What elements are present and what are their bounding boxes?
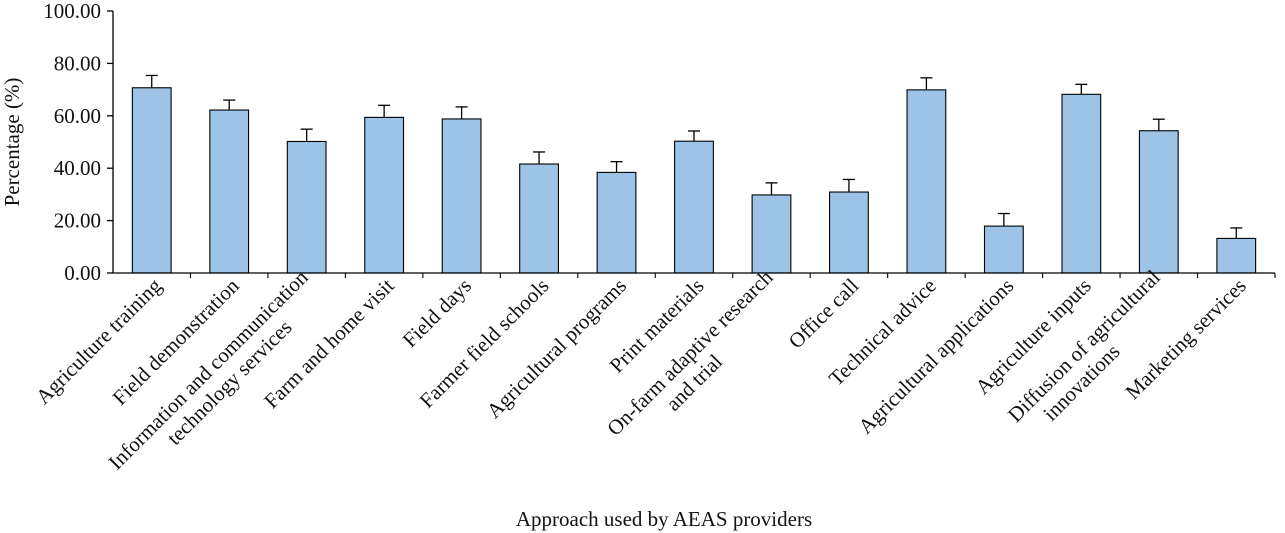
bar: [1216, 237, 1257, 274]
bar: [596, 171, 637, 274]
bar: [519, 163, 559, 274]
bar: [441, 118, 482, 274]
category-label: Field days: [398, 274, 476, 352]
bar: [751, 194, 792, 274]
category-label-line: Field days: [398, 274, 476, 352]
category-label-line: Office call: [784, 273, 864, 353]
y-tick-label: 20.00: [54, 209, 101, 233]
x-axis-title: Approach used by AEAS providers: [516, 507, 812, 531]
y-tick-label: 60.00: [54, 104, 101, 128]
bar: [829, 191, 869, 274]
category-label: Farmer field schools: [415, 274, 554, 413]
category-label-line: Agricultural applications: [853, 274, 1018, 439]
bar: [286, 140, 327, 274]
y-axis-ticks: 0.00 20.00 40.00 60.00 80.00 100.00: [43, 0, 113, 285]
y-tick-label: 40.00: [54, 156, 101, 180]
category-label: Office call: [784, 273, 864, 353]
bar: [209, 109, 250, 274]
category-label-line: Farmer field schools: [415, 274, 554, 413]
bar: [131, 87, 172, 274]
y-tick-label: 80.00: [54, 51, 101, 75]
category-label-line: Agriculture training: [31, 273, 167, 409]
bar: [364, 116, 405, 274]
category-label-line: Agricultural programs: [482, 274, 631, 423]
bars: [131, 87, 1257, 274]
bar: [983, 225, 1024, 274]
y-tick-label: 100.00: [43, 0, 101, 23]
bar: [1061, 93, 1102, 274]
bar: [1138, 130, 1179, 274]
error-bars: [145, 74, 1243, 239]
bar: [906, 89, 947, 274]
category-label: Agriculture training: [31, 273, 167, 409]
y-axis-title: Percentage (%): [0, 78, 24, 207]
bar: [674, 140, 714, 274]
category-label: Agricultural programs: [482, 274, 631, 423]
category-label: Agricultural applications: [853, 274, 1018, 439]
y-tick-label: 0.00: [64, 261, 101, 285]
